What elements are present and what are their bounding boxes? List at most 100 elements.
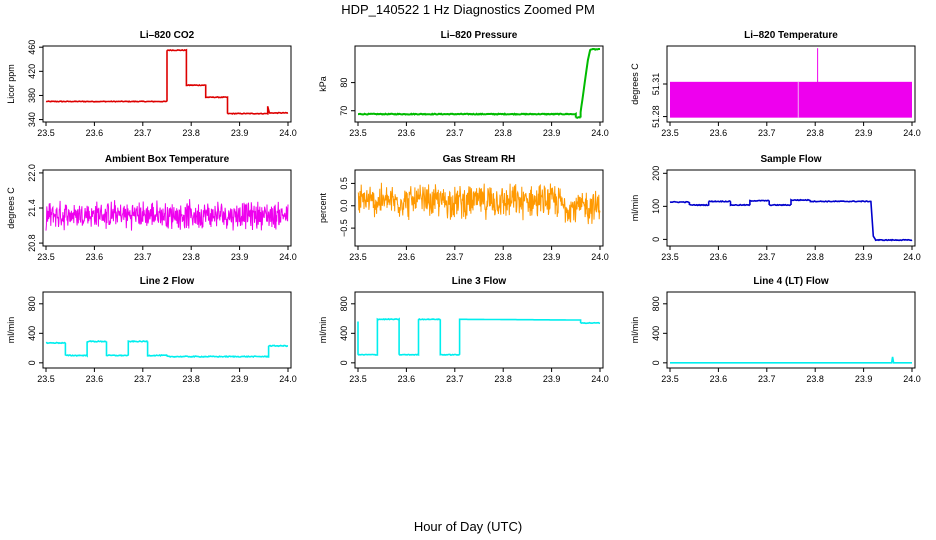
x-tick-label: 23.8	[494, 374, 512, 384]
x-tick-label: 23.8	[806, 374, 824, 384]
x-tick-label: 23.5	[349, 374, 367, 384]
x-tick-label: 23.6	[710, 374, 728, 384]
x-tick-label: 24.0	[903, 128, 921, 138]
y-tick-label: 380	[27, 88, 37, 103]
x-tick-label: 23.8	[806, 128, 824, 138]
x-tick-label: 23.8	[494, 128, 512, 138]
x-tick-label: 23.5	[349, 128, 367, 138]
data-series	[45, 48, 289, 115]
x-tick-label: 24.0	[279, 374, 297, 384]
x-tick-label: 23.9	[543, 252, 561, 262]
chart-title: Li–820 Pressure	[441, 30, 518, 41]
y-tick-label: 0	[651, 360, 661, 365]
x-tick-label: 24.0	[279, 252, 297, 262]
panels: Li–820 CO2 Licor ppm 23.5 23.6 23.7 23.8 23.9 2…	[6, 30, 921, 384]
x-tick-label: 23.6	[86, 128, 104, 138]
plot-frame	[42, 45, 292, 123]
y-tick-label: 400	[651, 326, 661, 341]
y-tick-label: 22.0	[27, 164, 37, 182]
figure-xlabel: Hour of Day (UTC)	[414, 519, 522, 534]
x-tick-label: 23.6	[398, 252, 416, 262]
data-series	[357, 182, 601, 225]
chart-title: Ambient Box Temperature	[105, 154, 230, 165]
data-series	[670, 356, 912, 364]
data-series	[357, 317, 601, 357]
x-tick-label: 23.5	[37, 374, 55, 384]
data-band	[670, 81, 912, 118]
x-tick-label: 23.8	[182, 252, 200, 262]
chart-panel: Line 4 (LT) Flow ml/min 23.5 23.6 23.7 23.8 23…	[630, 276, 921, 384]
chart-panel: Ambient Box Temperature degrees C 23.5 23.6…	[6, 154, 297, 262]
y-tick-label: 100	[651, 199, 661, 214]
chart-panel: Line 3 Flow ml/min 23.5 23.6 23.7 23.8 23.9 24.…	[318, 276, 609, 384]
x-tick-label: 23.6	[710, 128, 728, 138]
chart-panel: Li–820 Pressure kPa 23.5 23.6 23.7 23.8 23.9 24…	[318, 30, 609, 138]
y-tick-label: 21.4	[27, 199, 37, 217]
plot-frame	[354, 169, 604, 247]
x-tick-label: 23.8	[494, 252, 512, 262]
chart-title: Line 3 Flow	[452, 276, 507, 287]
y-tick-label: 0.0	[339, 200, 349, 213]
y-tick-label: 420	[27, 64, 37, 79]
x-tick-label: 23.6	[398, 374, 416, 384]
plot-frame	[42, 291, 292, 369]
data-line	[358, 48, 600, 119]
x-tick-label: 24.0	[591, 252, 609, 262]
x-tick-label: 23.7	[446, 252, 464, 262]
x-tick-label: 23.6	[86, 374, 104, 384]
y-tick-label: 0	[27, 360, 37, 365]
y-tick-label: 340	[27, 112, 37, 127]
data-line	[45, 199, 289, 231]
x-tick-label: 23.5	[661, 374, 679, 384]
x-tick-label: 23.7	[758, 252, 776, 262]
y-tick-label: 20.8	[27, 234, 37, 252]
data-series	[669, 198, 913, 242]
chart-panel: Line 2 Flow ml/min 23.5 23.6 23.7 23.8 23.9 24.…	[6, 276, 297, 384]
plot-frame	[666, 291, 916, 369]
y-tick-label: 200	[651, 166, 661, 181]
data-line	[357, 317, 601, 357]
chart-title: Li–820 Temperature	[744, 30, 838, 41]
y-tick-label: 400	[27, 326, 37, 341]
y-tick-label: 0	[651, 237, 661, 242]
y-tick-label: 800	[339, 296, 349, 311]
chart-title: Line 2 Flow	[140, 276, 195, 287]
data-series	[45, 340, 289, 359]
y-axis-label: ml/min	[630, 317, 640, 344]
x-tick-label: 23.9	[543, 128, 561, 138]
y-tick-label: 800	[651, 296, 661, 311]
y-axis-label: degrees C	[630, 63, 640, 105]
x-tick-label: 23.7	[134, 128, 152, 138]
y-axis-label: ml/min	[318, 317, 328, 344]
x-tick-label: 23.7	[758, 374, 776, 384]
data-line	[45, 340, 289, 359]
chart-panel: Sample Flow ml/min 23.5 23.6 23.7 23.8 23.9 24.…	[630, 154, 921, 262]
chart-panel: Li–820 Temperature degrees C 23.5 23.6 23.7 2…	[630, 30, 921, 138]
x-tick-label: 23.5	[37, 128, 55, 138]
data-series	[670, 48, 912, 118]
x-tick-label: 23.9	[231, 128, 249, 138]
x-tick-label: 23.6	[86, 252, 104, 262]
x-tick-label: 23.9	[231, 374, 249, 384]
y-tick-label: 51.28	[651, 105, 661, 128]
y-tick-label: 800	[27, 296, 37, 311]
x-tick-label: 23.5	[37, 252, 55, 262]
x-tick-label: 23.7	[446, 374, 464, 384]
x-tick-label: 24.0	[903, 374, 921, 384]
x-tick-label: 23.8	[806, 252, 824, 262]
data-line	[669, 198, 913, 242]
chart-title: Sample Flow	[760, 154, 821, 165]
y-tick-label: 51.31	[651, 73, 661, 96]
plot-frame	[666, 169, 916, 247]
y-tick-label: 0	[339, 360, 349, 365]
figure-title: HDP_140522 1 Hz Diagnostics Zoomed PM	[341, 2, 595, 17]
x-tick-label: 24.0	[591, 374, 609, 384]
y-axis-label: ml/min	[630, 195, 640, 222]
x-tick-label: 23.6	[398, 128, 416, 138]
chart-title: Gas Stream RH	[443, 154, 516, 165]
y-tick-label: 400	[339, 326, 349, 341]
x-tick-label: 23.8	[182, 374, 200, 384]
x-tick-label: 23.6	[710, 252, 728, 262]
